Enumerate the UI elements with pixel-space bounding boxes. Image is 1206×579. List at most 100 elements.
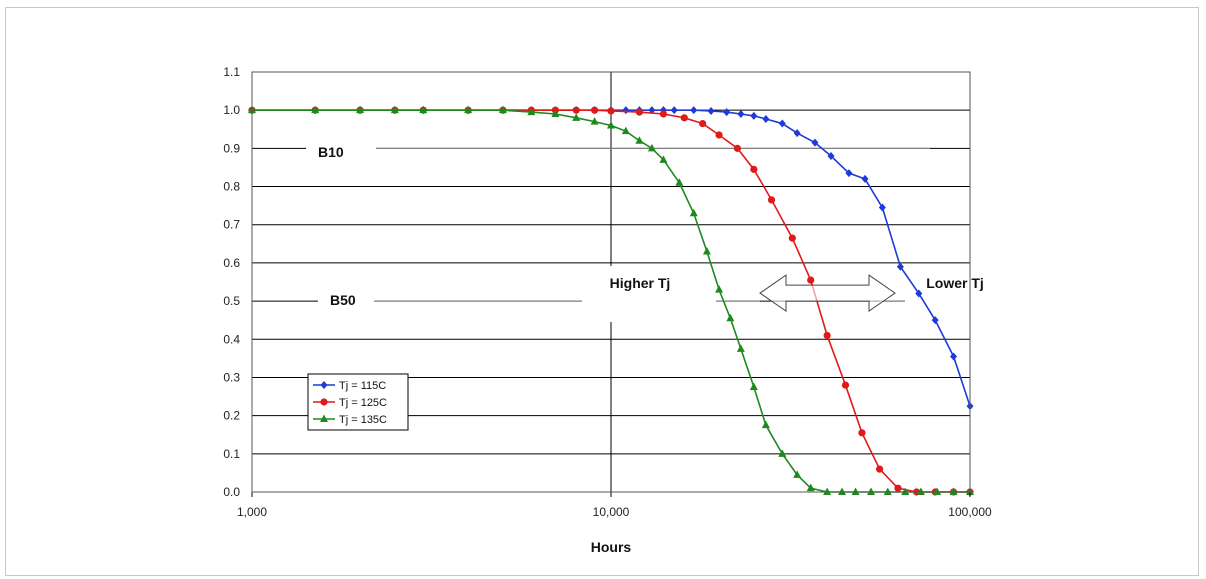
data-point-marker (670, 106, 678, 115)
data-point-marker (916, 487, 925, 495)
data-point-marker (811, 138, 819, 147)
data-point-marker (750, 111, 758, 120)
annotations-layer: B10 B50 Higher Tj Lower Tj (318, 144, 984, 313)
data-point-marker (778, 119, 786, 128)
data-point-marker (689, 208, 698, 217)
data-point-marker (915, 289, 923, 298)
data-point-marker (737, 110, 745, 118)
data-point-marker (949, 487, 958, 495)
data-point-marker (867, 487, 876, 495)
data-point-marker (726, 313, 735, 322)
x-axis-title: Hours (591, 539, 632, 555)
data-point-marker (647, 143, 656, 152)
data-point-marker (950, 352, 958, 361)
annotation-mask (582, 266, 716, 322)
y-tick-label: 0.5 (223, 294, 240, 308)
data-point-marker (707, 106, 715, 115)
annotation-label: B50 (330, 292, 356, 308)
data-point-marker (736, 344, 745, 352)
data-point-marker (750, 165, 758, 173)
data-point-marker (702, 246, 711, 255)
data-point-marker (878, 203, 886, 212)
x-tick-label: 100,000 (948, 505, 992, 519)
data-point-marker (894, 484, 902, 492)
legend: Tj = 115C Tj = 125C Tj = 135C (307, 373, 409, 431)
legend-entry-label: Tj = 125C (339, 397, 387, 409)
data-point-marker (621, 126, 630, 135)
data-point-marker (607, 107, 615, 115)
data-point-marker (723, 108, 731, 117)
data-point-marker (933, 487, 942, 495)
data-point-marker (715, 131, 723, 139)
data-point-marker (762, 114, 770, 123)
data-point-marker (590, 117, 599, 125)
data-point-marker (419, 105, 428, 114)
double-arrow (759, 274, 896, 313)
data-point-marker (858, 429, 866, 437)
y-tick-label: 1.1 (223, 65, 240, 79)
y-tick-label: 0.1 (223, 447, 240, 461)
annotation-backgrounds (306, 140, 1005, 322)
data-point-marker (806, 483, 815, 492)
y-tick-label: 1.0 (223, 103, 240, 117)
data-point-marker (778, 449, 787, 457)
annotation-label: B10 (318, 144, 344, 160)
y-tick-label: 0.9 (223, 141, 240, 155)
data-point-marker (390, 105, 399, 114)
data-point-marker (807, 276, 815, 284)
data-point-marker (607, 120, 615, 129)
data-point-marker (845, 169, 853, 178)
annotation-mask (318, 288, 374, 312)
data-point-marker (320, 398, 328, 406)
data-point-marker (788, 234, 796, 242)
y-tick-label: 0.4 (223, 332, 240, 346)
data-point-marker (837, 487, 846, 495)
y-tick-label: 0.6 (223, 256, 240, 270)
data-point-marker (823, 331, 831, 340)
data-point-marker (861, 174, 869, 183)
data-point-marker (733, 144, 742, 152)
data-point-marker (690, 106, 698, 115)
y-tick-label: 0.7 (223, 218, 240, 232)
data-point-marker (572, 113, 581, 121)
plot-area-border (251, 71, 971, 493)
data-point-marker (761, 420, 770, 429)
data-point-marker (356, 105, 365, 114)
data-point-marker (320, 381, 328, 389)
data-point-marker (464, 105, 473, 114)
x-tick-label: 1,000 (237, 505, 267, 519)
legend-entry-label: Tj = 135C (339, 414, 387, 426)
annotation-mask (306, 140, 376, 164)
data-point-marker (827, 152, 835, 160)
data-point-marker (680, 114, 688, 122)
data-point-marker (675, 178, 684, 186)
data-point-marker (823, 487, 832, 495)
axes: 0.0 0.1 0.2 0.3 0.4 0.5 0.6 0.7 0.8 0.9 1.0 1.1 1,00… (223, 65, 992, 555)
data-point-marker (659, 110, 668, 118)
data-point-marker (527, 107, 536, 116)
data-point-marker (931, 316, 939, 325)
y-tick-label: 0.0 (223, 485, 240, 499)
y-tick-label: 0.3 (223, 370, 240, 384)
data-point-marker (622, 106, 630, 115)
data-point-marker (767, 196, 776, 204)
data-point-marker (590, 106, 599, 114)
data-point-marker (875, 465, 884, 473)
data-point-marker (883, 487, 892, 495)
data-point-marker (851, 487, 860, 495)
data-point-marker (635, 136, 644, 144)
data-point-marker (572, 106, 580, 114)
data-point-marker (901, 487, 910, 495)
data-point-marker (699, 119, 707, 128)
data-point-marker (659, 155, 668, 163)
data-point-marker (715, 285, 724, 293)
annotation-label: Lower Tj (926, 275, 984, 291)
data-point-marker (551, 109, 560, 117)
data-point-marker (793, 129, 801, 138)
data-point-marker (498, 105, 507, 114)
data-point-marker (635, 108, 644, 116)
legend-entry-label: Tj = 115C (339, 380, 386, 392)
data-point-marker (896, 262, 904, 271)
annotation-label: Higher Tj (610, 275, 671, 291)
